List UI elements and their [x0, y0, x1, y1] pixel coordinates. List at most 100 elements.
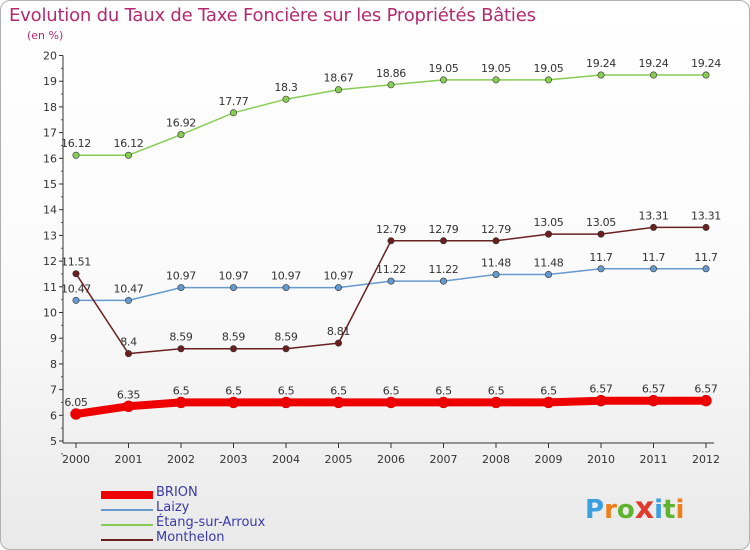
data-label: 19.24: [639, 57, 669, 70]
data-point: [490, 396, 502, 409]
data-label: 11.51: [61, 256, 91, 269]
y-tick-label: 15: [43, 178, 57, 191]
y-tick-label: 19: [43, 75, 57, 88]
data-point: [72, 151, 80, 159]
logo-letter: i: [675, 495, 685, 525]
logo-letter: o: [616, 495, 635, 525]
data-point: [649, 265, 657, 273]
data-label: 10.47: [114, 282, 144, 295]
data-label: 6.5: [173, 384, 190, 397]
y-tick-label: 8: [50, 358, 57, 371]
data-label: 6.5: [278, 384, 295, 397]
data-label: 13.05: [586, 216, 616, 229]
data-point: [597, 230, 605, 238]
x-tick-label: 2008: [482, 453, 510, 466]
data-label: 6.57: [694, 383, 718, 396]
data-label: 19.24: [586, 57, 616, 70]
data-point: [125, 350, 133, 358]
data-label: 8.59: [274, 331, 298, 344]
x-tick-label: 2002: [167, 453, 195, 466]
x-tick-label: 2006: [377, 453, 405, 466]
y-tick-label: 20: [43, 50, 57, 63]
data-point: [702, 223, 710, 231]
data-label: 19.24: [691, 57, 721, 70]
logo-letter: t: [663, 495, 676, 525]
data-label: 6.5: [435, 384, 452, 397]
data-point: [649, 223, 657, 231]
y-tick-label: 17: [43, 127, 57, 140]
data-label: 6.57: [589, 383, 613, 396]
data-point: [439, 76, 447, 84]
proxiti-logo: Proxiti: [585, 491, 684, 526]
data-point: [544, 76, 552, 84]
data-label: 6.05: [64, 396, 88, 409]
data-label: 19.05: [534, 62, 564, 75]
data-point: [387, 237, 395, 245]
y-tick-label: 14: [43, 204, 57, 217]
unit-label: (en %): [27, 29, 64, 42]
x-tick-label: 2007: [430, 453, 458, 466]
data-point: [334, 284, 342, 292]
y-tick-label: 6: [50, 409, 57, 422]
legend-swatch: [101, 509, 153, 511]
logo-letter: P: [585, 495, 605, 525]
legend-label: Monthelon: [156, 530, 225, 545]
data-point: [177, 345, 185, 353]
legend-swatch: [101, 539, 153, 541]
data-point: [544, 270, 552, 278]
data-label: 18.86: [376, 67, 406, 80]
data-point: [492, 76, 500, 84]
data-point: [227, 396, 240, 409]
data-point: [230, 284, 238, 292]
data-point: [282, 284, 290, 292]
data-point: [597, 71, 605, 79]
data-label: 10.97: [219, 270, 249, 283]
data-label: 13.05: [534, 216, 564, 229]
data-point: [544, 230, 552, 238]
data-point: [702, 265, 710, 273]
data-point: [387, 277, 395, 285]
data-label: 6.35: [117, 388, 141, 401]
data-labels: 16.12 16.12 16.92 17.77 18.3 18.67 18.86 19.05 1…: [61, 57, 722, 409]
y-tick-label: 13: [43, 229, 57, 242]
data-point: [282, 95, 290, 103]
data-label: 6.5: [330, 384, 347, 397]
data-label: 17.77: [219, 95, 249, 108]
y-tick-label: 9: [50, 332, 57, 345]
x-tick-label: 2001: [115, 453, 143, 466]
data-point: [542, 396, 555, 409]
data-label: 11.48: [481, 256, 511, 269]
y-tick-label: 10: [43, 307, 57, 320]
chart-title: Evolution du Taux de Taxe Foncière sur l…: [9, 5, 536, 26]
data-point: [439, 237, 447, 245]
data-label: 10.97: [166, 270, 196, 283]
x-tick-label: 2004: [272, 453, 300, 466]
x-tick-label: 2000: [62, 453, 90, 466]
y-tick-label: 16: [43, 152, 57, 165]
axes: 5 6 7 8 9 10 11 12 13 14 15 16 17 18 19 20 2000 2001 2002 2…: [43, 50, 720, 467]
data-label: 11.48: [534, 256, 564, 269]
data-point: [72, 296, 80, 304]
y-tick-label: 12: [43, 255, 57, 268]
data-point: [492, 270, 500, 278]
data-label: 18.3: [274, 81, 298, 94]
logo-letter: x: [634, 491, 655, 526]
data-label: 8.4: [120, 336, 137, 349]
data-label: 6.5: [383, 384, 400, 397]
x-tick-label: 2003: [220, 453, 248, 466]
data-label: 19.05: [481, 62, 511, 75]
data-label: 10.97: [271, 270, 301, 283]
data-label: 6.5: [488, 384, 505, 397]
data-point: [122, 400, 135, 413]
data-point: [125, 296, 133, 304]
data-point: [334, 86, 342, 94]
y-tick-label: 5: [50, 435, 57, 448]
data-point: [280, 396, 292, 409]
data-label: 8.59: [169, 331, 193, 344]
data-point: [702, 71, 710, 79]
data-point: [230, 109, 238, 117]
legend-swatch: [101, 491, 153, 499]
data-label: 16.12: [61, 137, 91, 150]
